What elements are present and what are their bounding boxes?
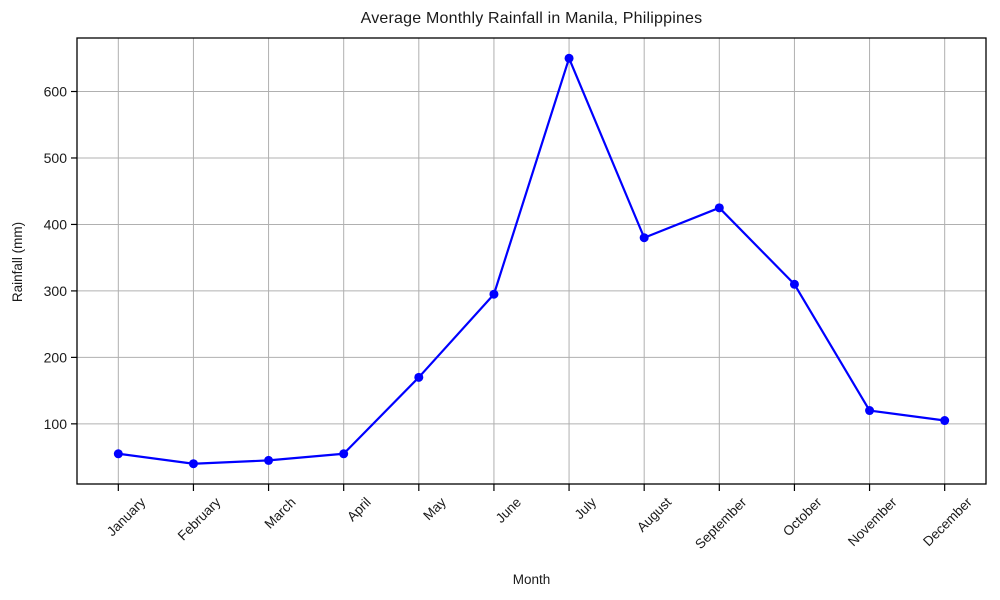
y-axis-label-text: Rainfall (mm) [10,221,25,303]
x-tick-label-january: January [104,494,149,539]
data-point-november [865,406,875,416]
x-axis-label: Month [512,572,551,587]
data-point-may [414,372,424,382]
x-tick-label-february: February [175,494,224,543]
data-point-april [339,449,349,459]
x-tick-label-september: September [692,494,750,552]
data-point-february [188,459,198,469]
y-tick-label-200: 200 [44,349,68,365]
data-point-january [113,449,123,459]
x-tick-label-may: May [420,494,449,523]
data-point-march [264,455,274,465]
axis-ticks: 100 200 300 400 500 600 January February March Ap… [44,84,976,552]
chart-title: Average Monthly Rainfall in Manila, Phil… [360,10,703,27]
y-tick-label-100: 100 [44,416,68,432]
x-tick-label-march: March [262,495,299,532]
data-point-august [639,233,649,243]
data-point-december [940,416,950,426]
data-point-september [714,203,724,213]
y-tick-label-400: 400 [44,216,68,232]
y-tick-label-600: 600 [44,84,68,100]
x-tick-label-june: June [493,495,524,526]
data-point-july [564,53,574,63]
data-point-june [489,289,499,299]
x-tick-label-december: December [920,494,975,549]
data-point-october [789,279,799,289]
y-tick-label-500: 500 [44,150,68,166]
rainfall-line-series [118,57,945,465]
y-tick-label-300: 300 [44,283,68,299]
x-tick-label-july: July [572,494,600,522]
x-tick-label-october: October [780,494,825,539]
gridlines [77,38,986,484]
x-tick-label-november: November [845,494,900,549]
x-tick-label-august: August [634,494,675,535]
plot-frame [76,37,987,485]
x-tick-label-april: April [344,495,374,525]
